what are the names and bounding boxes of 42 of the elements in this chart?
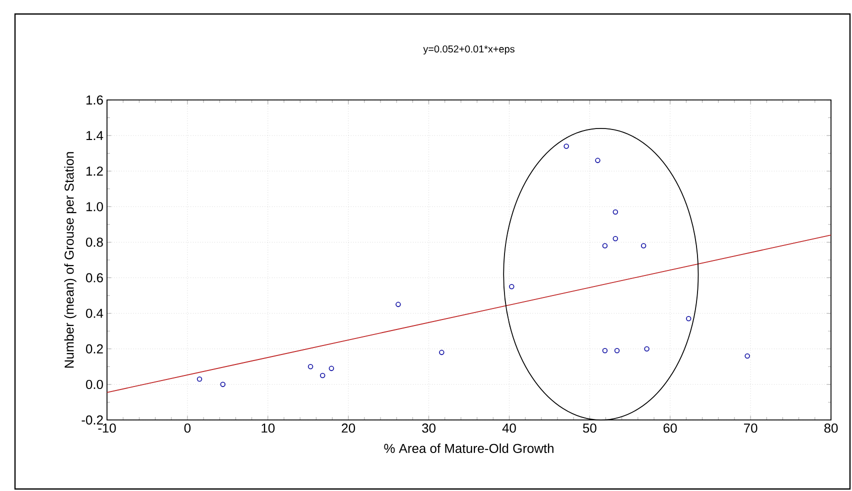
x-tick-label: 80 — [824, 424, 838, 433]
y-tick-label: 0.8 — [86, 238, 103, 247]
x-tick-label: 0 — [184, 424, 191, 433]
point — [602, 243, 608, 248]
x-tick-label: 60 — [664, 424, 677, 433]
point — [439, 350, 444, 356]
y-tick-label: 0.0 — [86, 380, 103, 390]
point — [744, 353, 750, 359]
y-tick-label: 0.4 — [86, 308, 104, 318]
point — [602, 348, 608, 354]
x-tick-label: -10 — [98, 424, 116, 433]
point — [220, 382, 226, 388]
y-tick-label: 1.0 — [86, 202, 103, 212]
point — [328, 366, 334, 372]
point — [612, 209, 618, 215]
point — [196, 376, 202, 382]
point — [595, 158, 600, 164]
y-tick-label: 1.6 — [86, 95, 103, 105]
point — [564, 144, 569, 149]
point — [614, 348, 620, 354]
x-tick-label: 10 — [262, 424, 275, 433]
x-tick-label: 30 — [422, 424, 436, 433]
point — [320, 372, 326, 378]
chart-title: y=0.052+0.01*x+eps — [423, 45, 514, 54]
point — [509, 284, 514, 290]
x-tick-label: 40 — [502, 424, 516, 433]
x-tick-label: 50 — [582, 424, 596, 433]
point — [640, 243, 646, 248]
point — [686, 316, 692, 322]
y-tick-label: 1.2 — [86, 166, 103, 176]
point — [308, 364, 314, 370]
point — [396, 302, 401, 308]
point — [612, 236, 618, 242]
x-tick-label: 20 — [342, 424, 356, 433]
y-tick-label: 1.4 — [86, 131, 104, 140]
y-tick-label: 0.6 — [86, 273, 103, 282]
point — [644, 346, 650, 352]
x-tick-label: 70 — [744, 424, 758, 433]
x-axis-title: % Area of Mature-Old Growth — [384, 444, 554, 454]
y-tick-label: 0.2 — [86, 344, 103, 354]
y-axis-title: Number (mean) of Grouse per Station — [64, 152, 76, 368]
y-tick-label: -0.2 — [82, 415, 103, 425]
